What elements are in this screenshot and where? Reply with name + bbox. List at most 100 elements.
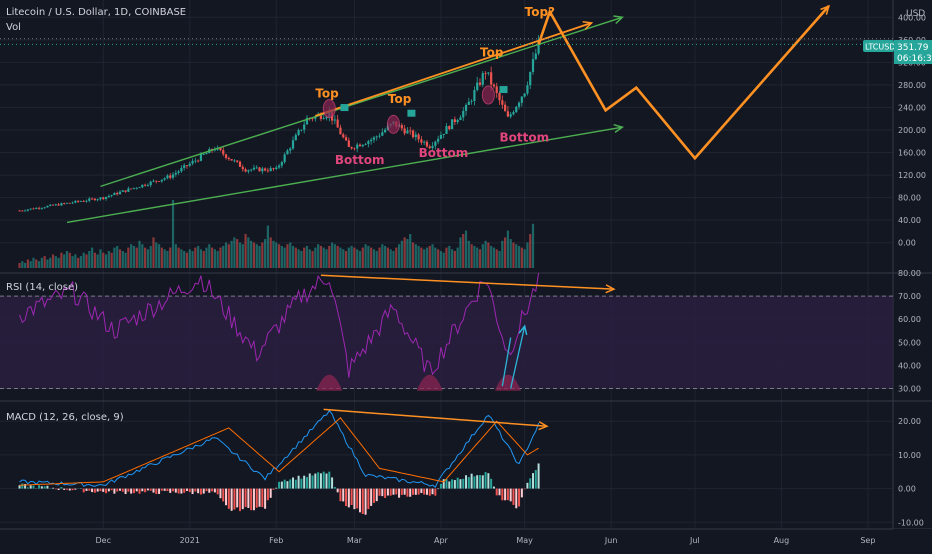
macd-histogram-bar [468,477,470,489]
candle-body [253,168,255,170]
top-marker-1 [387,115,399,133]
volume-bar [267,226,269,269]
volume-bar [370,248,372,268]
label-bottom-1: Bottom [419,146,469,160]
volume-bar [317,244,319,268]
volume-bar [476,248,478,268]
candle-body [18,211,20,212]
volume-bar [409,234,411,268]
macd-histogram-bar [314,474,316,489]
price-tick-3: 280.00 [898,81,926,90]
macd-histogram-bar [180,489,182,494]
macd-histogram-bar [91,489,93,492]
candle-body [122,190,124,191]
volume-bar [303,248,305,268]
volume-bar [108,251,110,268]
macd-legend[interactable]: MACD (12, 26, close, 9) [6,412,124,423]
volume-bar [473,246,475,268]
macd-histogram-bar [323,472,325,489]
volume-bar [392,251,394,268]
volume-bar [147,249,149,268]
volume-bar [205,248,207,268]
volume-bar [105,254,107,268]
candle-body [367,141,369,144]
candle-body [228,158,230,159]
macd-histogram-bar [387,489,389,496]
candle-body [284,154,286,162]
price-tick-6: 160.00 [898,149,926,158]
candle-body [66,203,68,204]
volume-bar [468,241,470,268]
volume-bar [443,253,445,268]
macd-histogram-bar [72,489,74,491]
volume-bar [448,246,450,268]
volume-bar [504,237,506,268]
candle-body [292,140,294,148]
macd-histogram-bar [113,489,115,494]
rsi-legend[interactable]: RSI (14, close) [6,282,78,293]
candle-body [58,204,60,205]
candle-body [102,197,104,199]
volume-bar [451,249,453,268]
symbol-legend[interactable]: Litecoin / U.S. Dollar, 1D, COINBASE [6,7,186,18]
candle-body [484,73,486,74]
macd-histogram-bar [482,475,484,488]
candle-body [108,196,110,197]
macd-histogram-bar [30,485,32,488]
price-tag-symbol: LTCUSD [865,43,895,52]
volume-bar [440,251,442,268]
macd-histogram-bar [507,489,509,501]
candle-body [264,168,266,170]
macd-histogram-bar [32,486,34,489]
volume-bar [122,251,124,268]
macd-histogram-bar [200,489,202,495]
volume-bar [345,251,347,268]
macd-histogram-bar [161,489,163,491]
macd-histogram-bar [493,487,495,489]
macd-tick-1: 10.00 [898,451,921,460]
volume-bar [197,246,199,268]
volume-bar [203,251,205,268]
macd-histogram-bar [259,489,261,507]
time-tick-9: Sep [860,536,875,545]
macd-histogram-bar [376,489,378,502]
volume-bar [437,249,439,268]
macd-histogram-bar [518,489,520,507]
macd-histogram-bar [451,479,453,488]
macd-histogram-bar [446,479,448,489]
macd-histogram-bar [69,489,71,491]
volume-bar [457,248,459,268]
macd-histogram-bar [272,489,274,490]
candle-body [130,189,132,190]
macd-histogram-bar [298,476,300,489]
macd-histogram-bar [367,489,369,509]
macd-histogram-bar [102,489,104,492]
candle-body [295,135,297,140]
candle-body [180,168,182,171]
candle-body [406,131,408,134]
candle-body [532,59,534,72]
volume-bar [339,248,341,268]
macd-histogram-bar [384,489,386,498]
macd-histogram-bar [317,472,319,488]
volume-bar [63,254,65,268]
projection-path [539,6,829,158]
candle-body [239,162,241,167]
candle-body [501,100,503,104]
macd-histogram-bar [222,489,224,502]
volume-bar [484,241,486,268]
price-axis: 400.00360.00320.00280.00240.00200.00160.… [96,13,926,545]
macd-histogram-bar [122,489,124,492]
candle-body [74,201,76,203]
volume-bar [423,249,425,268]
rsi-tick-0: 80.00 [898,269,921,278]
macd-histogram-bar [521,489,523,498]
macd-histogram-bar [420,489,422,493]
macd-histogram-bar [208,489,210,493]
volume-bar [94,253,96,268]
macd-histogram-bar [83,489,85,493]
volume-bar [328,246,330,268]
macd-histogram-bar [264,489,266,509]
volume-legend[interactable]: Vol [6,22,21,33]
